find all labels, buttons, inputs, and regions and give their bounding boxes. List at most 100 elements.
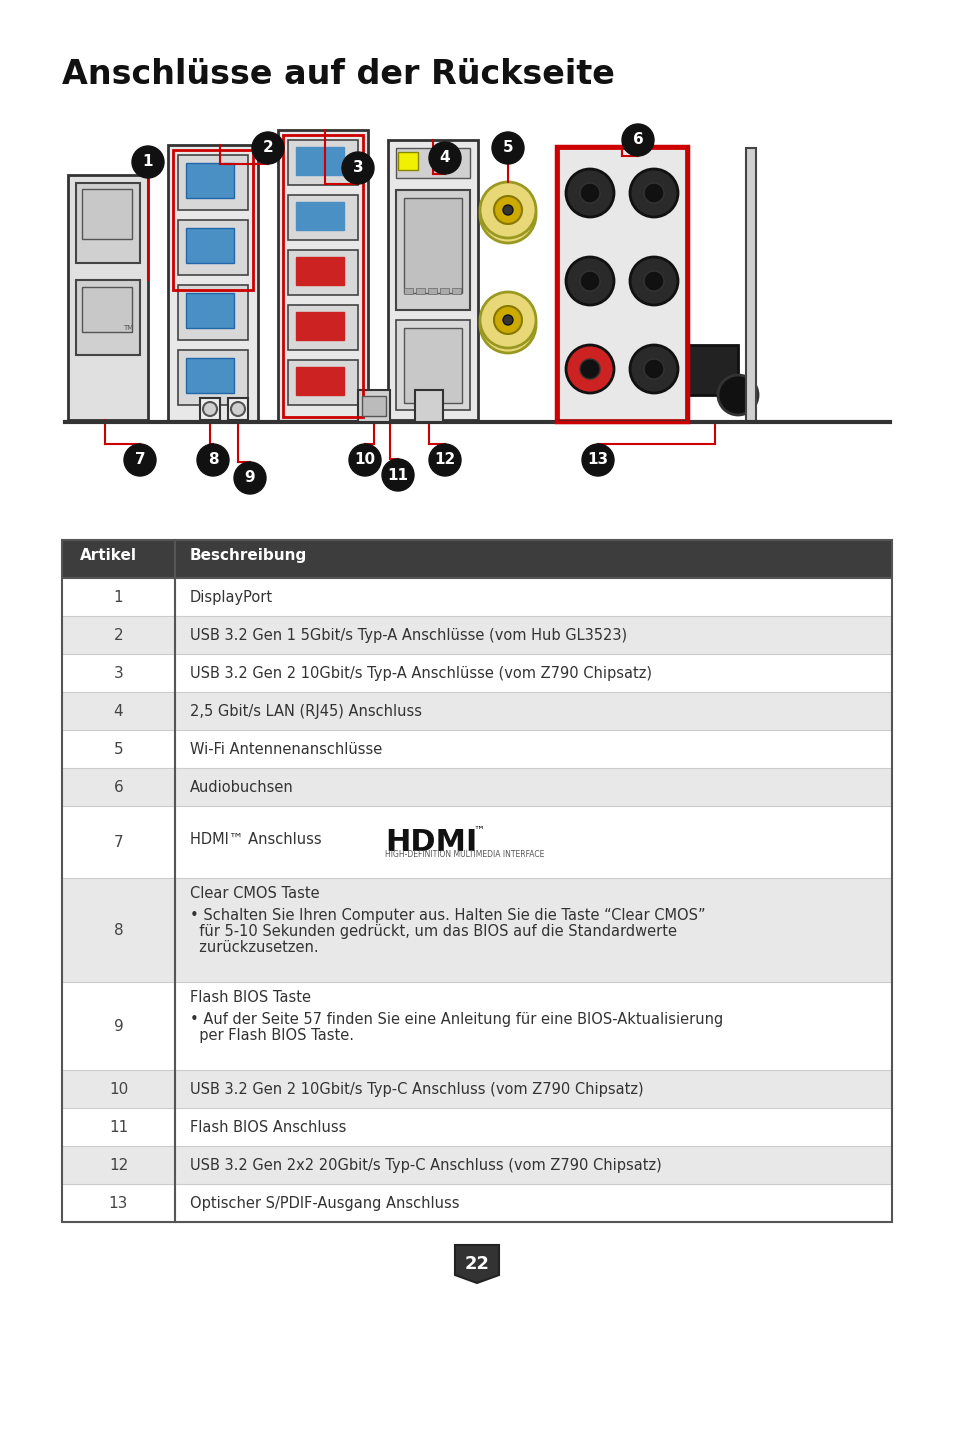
Bar	[62, 616, 891, 654]
Text: 8: 8	[113, 924, 123, 938]
Bar	[295, 312, 344, 339]
Bar	[745, 147, 755, 422]
Text: HDMI: HDMI	[385, 828, 476, 856]
Text: 7: 7	[134, 453, 145, 467]
Bar	[295, 367, 344, 395]
Bar	[178, 221, 248, 275]
Text: 6: 6	[113, 780, 123, 795]
Circle shape	[381, 460, 414, 491]
Bar	[277, 130, 368, 422]
Circle shape	[479, 292, 536, 348]
Circle shape	[643, 271, 663, 291]
Bar	[76, 183, 140, 263]
Circle shape	[581, 444, 614, 475]
Text: 10: 10	[109, 1083, 128, 1097]
Text: 2,5 Gbit/s LAN (RJ45) Anschluss: 2,5 Gbit/s LAN (RJ45) Anschluss	[190, 705, 421, 719]
Bar	[172, 150, 253, 291]
Bar	[62, 540, 891, 1221]
Circle shape	[579, 183, 599, 203]
Circle shape	[479, 182, 536, 238]
Text: 8: 8	[208, 453, 218, 467]
Bar	[397, 152, 417, 170]
Bar	[357, 390, 390, 422]
Text: • Schalten Sie Ihren Computer aus. Halten Sie die Taste “Clear CMOS”: • Schalten Sie Ihren Computer aus. Halte…	[190, 908, 705, 924]
Circle shape	[203, 402, 216, 417]
Text: für 5-10 Sekunden gedrückt, um das BIOS auf die Standardwerte: für 5-10 Sekunden gedrückt, um das BIOS …	[190, 924, 677, 939]
Text: USB 3.2 Gen 2 10Gbit/s Typ-C Anschluss (vom Z790 Chipsatz): USB 3.2 Gen 2 10Gbit/s Typ-C Anschluss (…	[190, 1083, 643, 1097]
Bar	[288, 140, 357, 185]
Text: 13: 13	[587, 453, 608, 467]
Text: per Flash BIOS Taste.: per Flash BIOS Taste.	[190, 1028, 354, 1042]
Bar	[186, 358, 233, 392]
Circle shape	[494, 196, 521, 223]
Text: USB 3.2 Gen 2x2 20Gbit/s Typ-C Anschluss (vom Z790 Chipsatz): USB 3.2 Gen 2x2 20Gbit/s Typ-C Anschluss…	[190, 1158, 661, 1173]
Bar	[288, 251, 357, 295]
Circle shape	[629, 256, 678, 305]
Circle shape	[629, 345, 678, 392]
Text: • Auf der Seite 57 finden Sie eine Anleitung für eine BIOS-Aktualisierung: • Auf der Seite 57 finden Sie eine Anlei…	[190, 1012, 722, 1027]
Text: 12: 12	[109, 1158, 128, 1173]
Bar	[186, 294, 233, 328]
Circle shape	[643, 359, 663, 379]
Circle shape	[429, 142, 460, 175]
Text: 4: 4	[439, 150, 450, 166]
Text: 11: 11	[109, 1120, 128, 1136]
Circle shape	[341, 152, 374, 183]
Text: 2: 2	[262, 140, 274, 156]
Bar	[68, 175, 148, 420]
Bar	[62, 878, 891, 982]
Text: Beschreibung: Beschreibung	[190, 548, 307, 563]
Bar	[295, 202, 344, 231]
Circle shape	[349, 444, 380, 475]
Circle shape	[494, 306, 521, 334]
Bar	[428, 288, 436, 294]
Bar	[288, 359, 357, 405]
Bar	[62, 692, 891, 730]
Text: 4: 4	[113, 705, 123, 719]
Text: 1: 1	[113, 590, 123, 604]
Bar	[62, 768, 891, 806]
Text: Audiobuchsen: Audiobuchsen	[190, 780, 294, 795]
Bar	[76, 281, 140, 355]
Bar	[452, 288, 460, 294]
Circle shape	[132, 146, 164, 178]
Polygon shape	[455, 1244, 498, 1283]
Bar	[62, 730, 891, 768]
Circle shape	[718, 375, 758, 415]
Text: DisplayPort: DisplayPort	[190, 590, 273, 604]
Text: Clear CMOS Taste: Clear CMOS Taste	[190, 886, 319, 901]
Text: 22: 22	[464, 1254, 489, 1273]
Bar	[62, 540, 891, 579]
Bar	[415, 390, 442, 422]
Circle shape	[124, 444, 156, 475]
Circle shape	[231, 402, 245, 417]
Bar	[228, 398, 248, 420]
Text: 2: 2	[113, 629, 123, 643]
Bar	[82, 189, 132, 239]
Bar	[82, 286, 132, 332]
Bar	[283, 135, 363, 417]
Circle shape	[502, 205, 513, 215]
Bar	[288, 305, 357, 349]
Bar	[168, 145, 257, 422]
Bar	[395, 190, 470, 309]
Text: USB 3.2 Gen 1 5Gbit/s Typ-A Anschlüsse (vom Hub GL3523): USB 3.2 Gen 1 5Gbit/s Typ-A Anschlüsse (…	[190, 629, 626, 643]
Text: 3: 3	[353, 160, 363, 176]
Bar	[395, 147, 470, 178]
Bar	[62, 579, 891, 616]
Bar	[62, 1070, 891, 1108]
Text: 5: 5	[113, 742, 123, 758]
Text: Flash BIOS Anschluss: Flash BIOS Anschluss	[190, 1120, 346, 1136]
Bar	[556, 146, 687, 422]
Text: 11: 11	[387, 467, 408, 483]
Bar	[388, 140, 477, 420]
Bar	[186, 163, 233, 198]
Bar	[361, 397, 386, 417]
Bar	[62, 1184, 891, 1221]
Circle shape	[479, 296, 536, 354]
Circle shape	[502, 315, 513, 325]
Circle shape	[565, 345, 614, 392]
Text: 7: 7	[113, 835, 123, 851]
Circle shape	[629, 169, 678, 218]
Circle shape	[621, 125, 654, 156]
